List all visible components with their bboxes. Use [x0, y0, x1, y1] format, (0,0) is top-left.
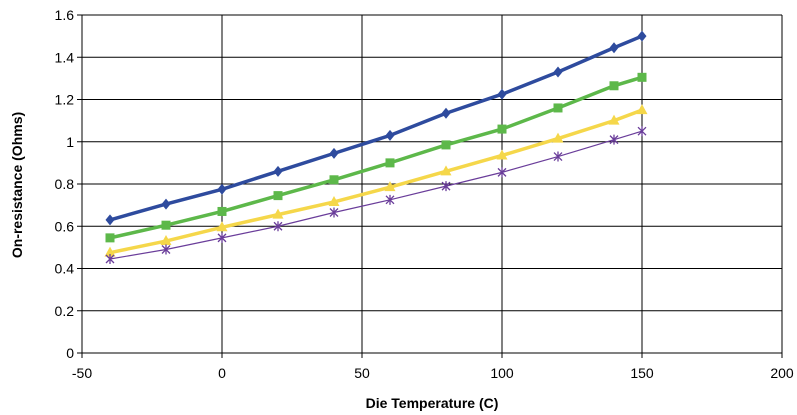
data-point [161, 244, 171, 255]
data-point [329, 207, 339, 218]
data-point [552, 132, 564, 143]
series-line [109, 130, 643, 260]
data-point [329, 175, 339, 185]
data-point [328, 195, 340, 206]
series-4 [105, 126, 647, 264]
grid [77, 14, 783, 358]
data-point [496, 149, 508, 160]
series-line [109, 75, 643, 240]
data-point [161, 198, 171, 210]
data-point [497, 167, 507, 178]
data-point [329, 147, 339, 159]
series-group [104, 30, 648, 264]
data-point [636, 104, 648, 115]
y-tick-label: 1.2 [55, 92, 75, 108]
data-point [441, 107, 451, 119]
data-point [637, 72, 647, 82]
y-tick-label: 0.6 [55, 218, 75, 234]
y-tick-label: 1.6 [55, 7, 75, 23]
x-tick-label: 50 [354, 365, 370, 381]
data-point [637, 126, 647, 137]
data-point [217, 206, 227, 216]
data-point [273, 221, 283, 232]
data-point [497, 124, 507, 134]
y-tick-label: 0 [66, 345, 74, 361]
data-point [385, 129, 395, 141]
data-point [385, 194, 395, 205]
x-tick-label: 100 [490, 365, 514, 381]
data-point [441, 140, 451, 150]
series-2 [105, 72, 647, 243]
y-tick-labels: 0 0.2 0.4 0.6 0.8 1 1.2 1.4 1.6 [55, 7, 75, 361]
data-point [105, 253, 115, 264]
x-tick-label: 0 [218, 365, 226, 381]
data-point [385, 158, 395, 168]
data-point [217, 183, 227, 195]
y-axis-title: On-resistance (Ohms) [9, 112, 25, 258]
data-point [105, 233, 115, 243]
y-tick-label: 0.8 [55, 176, 75, 192]
data-point [440, 165, 452, 176]
series-1 [105, 30, 647, 226]
data-point [160, 235, 172, 246]
data-point [161, 220, 171, 230]
data-point [637, 30, 647, 42]
data-point [497, 88, 507, 100]
x-tick-label: 150 [630, 365, 654, 381]
y-tick-label: 0.4 [55, 261, 75, 277]
y-tick-label: 1 [66, 134, 74, 150]
data-point [105, 214, 115, 226]
data-point [441, 181, 451, 192]
data-point [217, 232, 227, 243]
data-point [609, 81, 619, 91]
x-tick-label: 200 [770, 365, 794, 381]
y-tick-label: 1.4 [55, 49, 75, 65]
series-3 [104, 104, 648, 257]
data-point [384, 181, 396, 192]
data-point [609, 42, 619, 54]
data-point [553, 66, 563, 78]
data-point [273, 165, 283, 177]
series-line [109, 108, 643, 255]
data-point [553, 103, 563, 113]
data-point [553, 151, 563, 162]
x-tick-label: -50 [72, 365, 92, 381]
data-point [608, 114, 620, 125]
x-tick-labels: -50 0 50 100 150 200 [72, 365, 794, 381]
data-point [104, 246, 116, 257]
data-point [609, 134, 619, 145]
data-point [216, 221, 228, 232]
y-tick-label: 0.2 [55, 303, 75, 319]
data-point [273, 191, 283, 201]
x-axis-title: Die Temperature (C) [366, 395, 499, 411]
data-point [272, 208, 284, 219]
